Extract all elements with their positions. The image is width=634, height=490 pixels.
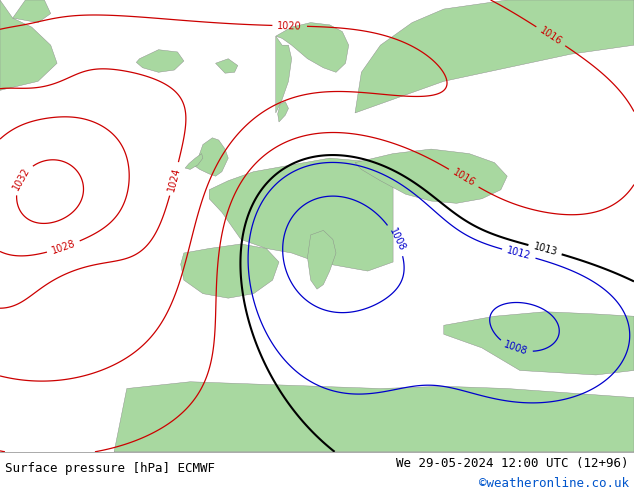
Text: 1013: 1013	[532, 242, 558, 258]
Polygon shape	[355, 149, 507, 203]
Polygon shape	[278, 101, 288, 122]
Polygon shape	[181, 244, 279, 298]
Polygon shape	[276, 36, 292, 113]
Text: Surface pressure [hPa] ECMWF: Surface pressure [hPa] ECMWF	[5, 463, 215, 475]
Polygon shape	[276, 23, 349, 73]
Text: ©weatheronline.co.uk: ©weatheronline.co.uk	[479, 477, 629, 490]
Text: 1008: 1008	[503, 340, 529, 357]
Text: 1012: 1012	[505, 245, 532, 262]
Polygon shape	[307, 230, 336, 289]
Text: 1024: 1024	[166, 166, 182, 192]
Text: 1016: 1016	[451, 168, 477, 189]
Polygon shape	[136, 49, 184, 73]
Polygon shape	[209, 158, 393, 271]
Polygon shape	[193, 138, 228, 176]
Text: 1020: 1020	[277, 21, 302, 31]
Text: 1032: 1032	[11, 166, 32, 192]
Polygon shape	[0, 0, 57, 90]
Polygon shape	[185, 153, 203, 170]
Text: We 29-05-2024 12:00 UTC (12+96): We 29-05-2024 12:00 UTC (12+96)	[396, 457, 629, 470]
Text: 1008: 1008	[387, 227, 406, 253]
Polygon shape	[216, 59, 238, 73]
Polygon shape	[355, 0, 634, 113]
Polygon shape	[114, 382, 634, 452]
Polygon shape	[13, 0, 51, 23]
Polygon shape	[444, 312, 634, 375]
Text: 1028: 1028	[50, 238, 77, 256]
Text: 1016: 1016	[538, 25, 564, 47]
